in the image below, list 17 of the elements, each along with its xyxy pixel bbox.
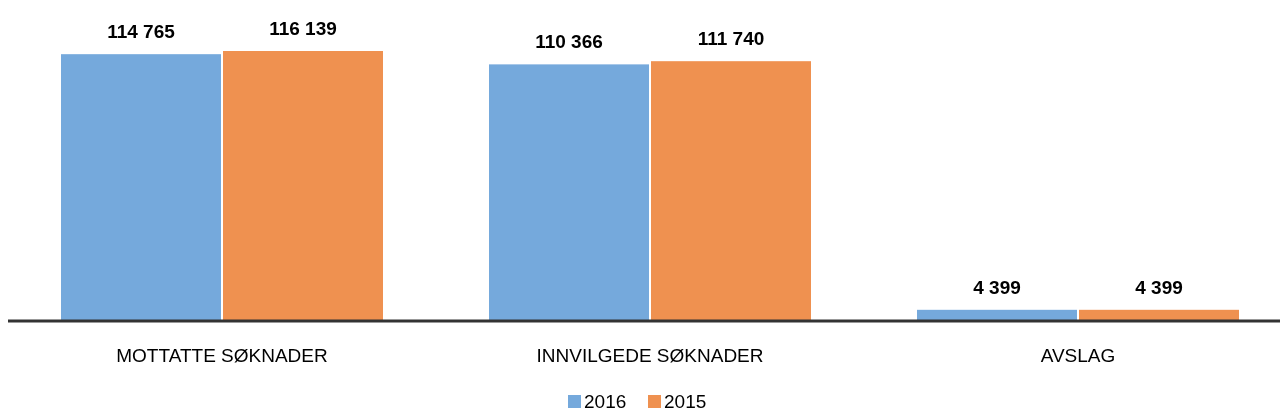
bar	[917, 309, 1077, 320]
bar	[1079, 309, 1239, 320]
x-tick-label: MOTTATTE SØKNADER	[116, 345, 328, 366]
data-label: 4 399	[973, 276, 1021, 298]
legend-label: 2016	[584, 391, 627, 412]
x-tick-label: AVSLAG	[1040, 345, 1116, 366]
data-label: 110 366	[535, 31, 603, 53]
bar	[651, 61, 811, 320]
bar	[489, 64, 649, 320]
data-label: 114 765	[107, 21, 176, 43]
legend-label: 2015	[664, 391, 707, 412]
data-label: 116 139	[269, 18, 337, 39]
data-label: 4 399	[1135, 276, 1183, 298]
bar	[223, 51, 383, 320]
x-tick-label: INNVILGEDE SØKNADER	[536, 345, 764, 366]
bar	[61, 54, 221, 320]
data-label: 111 740	[697, 28, 765, 50]
